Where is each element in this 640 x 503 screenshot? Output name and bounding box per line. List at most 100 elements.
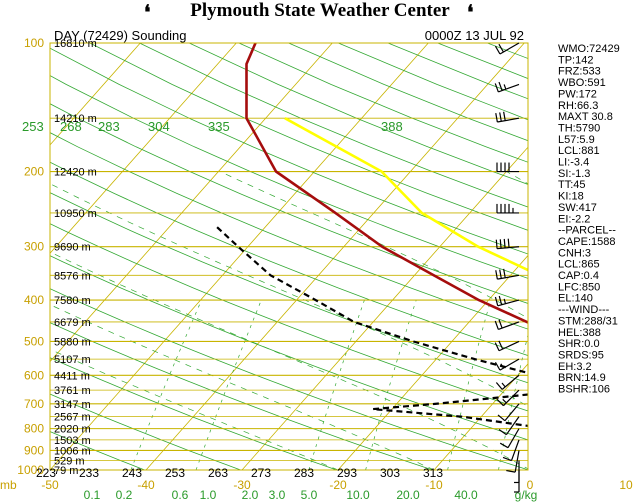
wind-barb-flag (499, 239, 502, 249)
temperature-tick-label: -50 (41, 478, 59, 492)
height-label: 14210 m (54, 113, 97, 125)
height-label: 529 m (54, 455, 85, 467)
height-label: 7580 m (54, 295, 91, 307)
pressure-tick-label: 300 (24, 240, 44, 254)
theta-bottom-label: 273 (251, 466, 271, 480)
isotherm-line (50, 43, 429, 470)
plot-frame (49, 42, 529, 471)
wind-barb-flag (503, 111, 506, 121)
height-label: 4411 m (54, 370, 90, 382)
index-text: STM:288/31 (558, 315, 618, 327)
theta-bottom-label: 223 (36, 466, 56, 480)
wind-barb-staff (507, 428, 520, 448)
height-label: 2020 m (54, 424, 91, 436)
mixing-ratio-label: 0.1 (84, 488, 101, 502)
mixing-ratio-label: 1.0 (200, 488, 217, 502)
height-label: 1006 m (54, 445, 91, 457)
index-text: LFC:850 (558, 281, 600, 293)
pressure-tick-label: 500 (24, 334, 44, 348)
isotherm-line (433, 363, 528, 470)
isotherm-line (626, 43, 640, 470)
index-text: RH:66.3 (558, 100, 598, 112)
mixing-ratio-label: 2.0 (242, 488, 259, 502)
height-label: 8576 m (54, 270, 91, 282)
theta-bottom-label: 313 (423, 466, 443, 480)
index-text: CAPE:1588 (558, 236, 615, 248)
wind-barb-staff (505, 416, 520, 436)
dry-adiabat-line (50, 255, 528, 441)
index-text: KI:18 (558, 191, 584, 203)
index-text: PW:172 (558, 88, 597, 100)
index-text: TT:45 (558, 179, 586, 191)
wind-barb-half-flag (503, 298, 507, 304)
wind-barb-flag (494, 45, 501, 55)
wind-barb-flag (495, 113, 498, 123)
index-text: HEL:388 (558, 327, 601, 339)
temperature-tick-label: 10 (619, 478, 633, 492)
theta-top-label: 253 (22, 119, 44, 134)
index-text: --PARCEL-- (558, 225, 616, 237)
mixing-ratio-line (365, 299, 417, 470)
isotherm-line (145, 43, 525, 470)
temperature-tick-label: -10 (425, 478, 443, 492)
index-text: BSHR:106 (558, 384, 610, 396)
pressure-tick-label: 600 (24, 368, 44, 382)
wind-barb-half-flag (502, 398, 507, 404)
wind-barb-flag (494, 320, 499, 330)
wind-barb-flag (494, 296, 499, 306)
index-text: LCL:865 (558, 259, 600, 271)
theta-bottom-label: 233 (79, 466, 99, 480)
index-text: CAP:0.4 (558, 270, 599, 282)
dry-adiabat-line (50, 161, 528, 357)
wind-barb-flag (498, 295, 503, 305)
mixing-ratio-line (195, 299, 262, 470)
wind-barb-flag (496, 398, 504, 407)
wind-barb-staff (499, 358, 520, 371)
index-text: TH:5790 (558, 122, 600, 134)
index-text: CNH:3 (558, 247, 591, 259)
theta-bottom-label: 263 (208, 466, 228, 480)
wind-barb-flag (503, 268, 506, 278)
height-label: 3147 m (54, 399, 91, 411)
theta-bottom-label: 283 (294, 466, 314, 480)
wind-barb-flag (497, 414, 506, 422)
wind-barb-flag (502, 456, 512, 462)
dry-adiabat-line (50, 47, 528, 255)
height-label: 12420 m (54, 167, 97, 179)
theta-top-label: 335 (208, 119, 230, 134)
pressure-tick-label: 200 (24, 165, 44, 179)
dry-adiabat-line (636, 43, 640, 470)
wind-barb-flag (494, 362, 501, 371)
moist-adiabat-line (50, 348, 339, 470)
moist-adiabat-line (50, 183, 528, 407)
index-text: MAXT 30.8 (558, 111, 613, 123)
temperature-tick-label: -30 (233, 478, 251, 492)
left-flag-icon: ❛ (144, 2, 151, 24)
height-label: 79 m (54, 465, 78, 477)
wind-barb-flag (498, 43, 504, 53)
index-text: L57:5.9 (558, 134, 595, 146)
index-text: WBO:591 (558, 77, 606, 89)
wind-barb-flag (499, 442, 509, 449)
temperature-tick-label: -20 (329, 478, 347, 492)
index-text: ---WIND--- (558, 304, 610, 316)
wind-barb-staff (497, 246, 520, 250)
wind-barb-flag (499, 269, 502, 279)
wind-barb-flag (507, 238, 510, 248)
dry-adiabat-line (50, 75, 528, 279)
index-text: FRZ:533 (558, 66, 601, 78)
mixing-ratio-label: 20.0 (396, 488, 420, 502)
mixing-ratio-line (447, 300, 492, 470)
right-flag-icon: ❛ (467, 2, 474, 24)
mixing-ratio-label: 10.0 (346, 488, 370, 502)
pressure-tick-label: 700 (24, 397, 44, 411)
wind-barb-half-flag (500, 363, 504, 369)
isotherm-line (50, 43, 333, 363)
temperature-axis-unit: mb (0, 478, 17, 492)
isotherm-line (50, 43, 237, 254)
wind-barb-staff (501, 374, 520, 390)
height-label: 5880 m (54, 336, 91, 348)
wind-barb-flag (495, 270, 498, 280)
theta-top-label: 283 (98, 119, 120, 134)
